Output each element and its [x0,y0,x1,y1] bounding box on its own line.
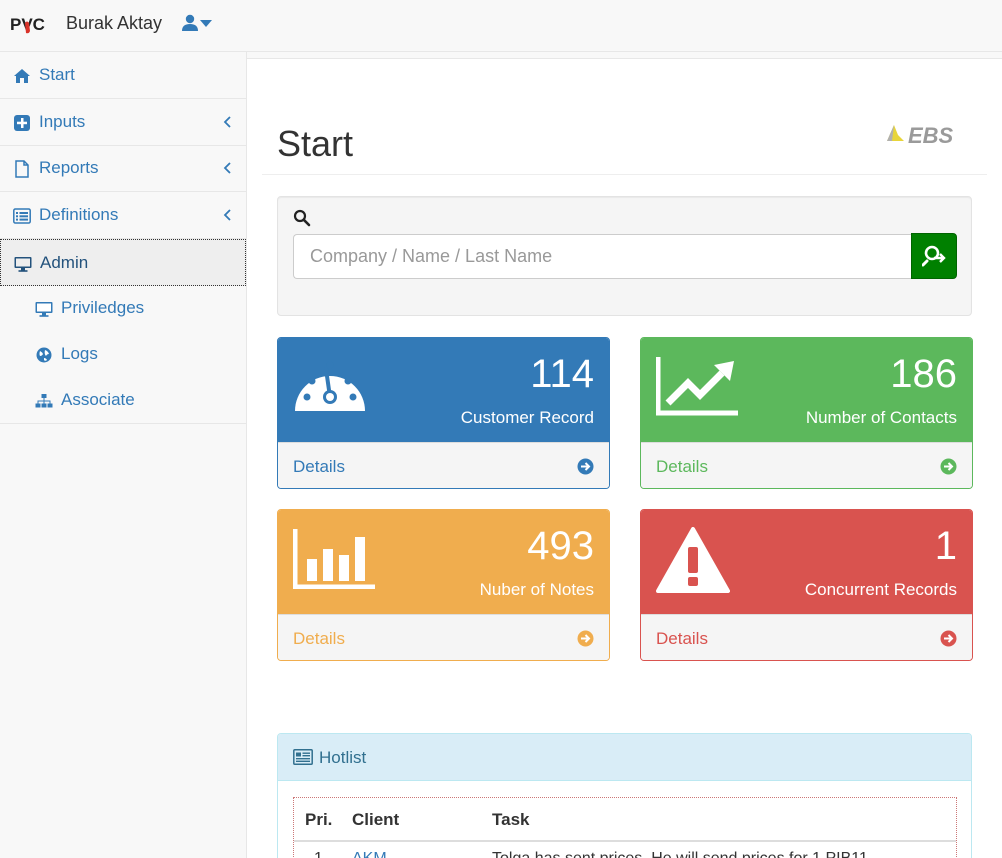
stat-panel-heading: 186 Number of Contacts [641,338,972,442]
stat-panel-concurrent-records: 1 Concurrent Records Details [640,509,973,661]
globe-icon [36,347,52,363]
search-well [277,196,972,316]
search-button[interactable] [911,233,957,279]
sidebar-item-reports[interactable]: Reports [0,145,246,192]
search-icon [293,209,311,227]
line-chart-icon [656,357,738,416]
row-client-link[interactable]: AKM [352,850,387,858]
row-task: Tolga has sent prices. He will send pric… [492,850,868,858]
stat-panel-number-of-notes: 493 Nuber of Notes Details [277,509,610,661]
search-go-icon [922,245,946,267]
details-label: Details [293,629,345,648]
chevron-left-icon [223,116,231,128]
details-label: Details [293,457,345,476]
svg-text:EBS: EBS [908,123,954,148]
stat-value: 1 [934,524,957,568]
sidebar-subitem-logs[interactable]: Logs [0,332,246,378]
sitemap-icon [35,394,53,408]
sidebar-item-inputs[interactable]: Inputs [0,99,246,146]
top-navbar: PVC Burak Aktay [0,0,1002,52]
sidebar-subitem-associate[interactable]: Associate [0,378,246,424]
desktop-icon [14,257,32,272]
sidebar-item-start[interactable]: Start [0,52,246,99]
arrow-circle-right-icon [577,630,594,647]
dashboard-icon [295,361,365,411]
desktop-icon [35,302,53,317]
stat-value: 114 [530,352,594,396]
home-icon [14,69,30,83]
hotlist-panel: Hotlist Pri. Client Task 1 AKM Tolga has… [277,733,972,858]
page-title: Start [277,123,354,164]
sidebar: Start Inputs Reports Definitions [0,52,247,858]
ebs-logo: EBS [887,123,954,148]
stat-panel-heading: 114 Customer Record [278,338,609,442]
details-label: Details [656,629,708,648]
chevron-left-icon [223,209,231,221]
file-icon [15,160,29,178]
stat-panel-heading: 1 Concurrent Records [641,510,972,614]
stat-value: 186 [890,352,957,396]
stat-details-link[interactable]: Details [641,442,972,488]
bar-chart-icon [293,529,375,589]
stat-details-link[interactable]: Details [641,614,972,660]
pvc-logo[interactable]: PVC [10,11,48,37]
table-header-divider [294,840,956,842]
stat-value: 493 [527,524,594,568]
hotlist-title: Hotlist [319,748,367,767]
hotlist-table: Pri. Client Task 1 AKM Tolga has sent pr… [293,797,957,858]
sidebar-subitem-label: Priviledges [61,298,145,317]
stat-caption: Customer Record [460,408,594,427]
sidebar-item-admin[interactable]: Admin [0,239,246,286]
stat-panel-heading: 493 Nuber of Notes [278,510,609,614]
arrow-circle-right-icon [940,458,957,475]
stat-caption: Number of Contacts [805,408,957,427]
column-header-client: Client [352,810,400,829]
arrow-circle-right-icon [940,630,957,647]
warning-icon [656,527,730,593]
caret-down-icon [200,20,212,27]
plus-square-icon [14,115,30,131]
stat-panel-number-of-contacts: 186 Number of Contacts Details [640,337,973,489]
stat-caption: Concurrent Records [804,580,957,599]
page-wrapper: Start EBS [247,58,1002,858]
stat-details-link[interactable]: Details [278,442,609,488]
search-input[interactable] [293,234,912,279]
newspaper-icon [293,749,313,765]
sidebar-subitem-label: Associate [61,390,135,409]
sidebar-item-definitions[interactable]: Definitions [0,192,246,239]
admin-submenu: Priviledges Logs Associate [0,286,246,424]
stat-caption: Nuber of Notes [479,580,594,599]
details-label: Details [656,457,708,476]
column-header-task: Task [492,810,530,829]
user-menu-toggle[interactable] [182,14,214,34]
sidebar-item-label: Start [39,65,75,84]
sidebar-subitem-priviledges[interactable]: Priviledges [0,286,246,332]
sidebar-item-label: Definitions [39,205,119,224]
arrow-circle-right-icon [577,458,594,475]
column-header-pri: Pri. [305,810,333,829]
sidebar-item-label: Admin [40,253,89,272]
list-alt-icon [13,208,31,224]
stat-details-link[interactable]: Details [278,614,609,660]
sidebar-item-label: Reports [39,158,99,177]
title-divider [262,174,987,175]
sidebar-subitem-label: Logs [61,344,98,363]
user-icon [182,14,198,31]
brand-user-name[interactable]: Burak Aktay [66,13,163,33]
row-pri: 1 [314,850,323,858]
stat-panel-customer-record: 114 Customer Record Details [277,337,610,489]
chevron-left-icon [223,162,231,174]
sidebar-item-label: Inputs [39,112,86,131]
hotlist-heading: Hotlist [278,734,971,781]
